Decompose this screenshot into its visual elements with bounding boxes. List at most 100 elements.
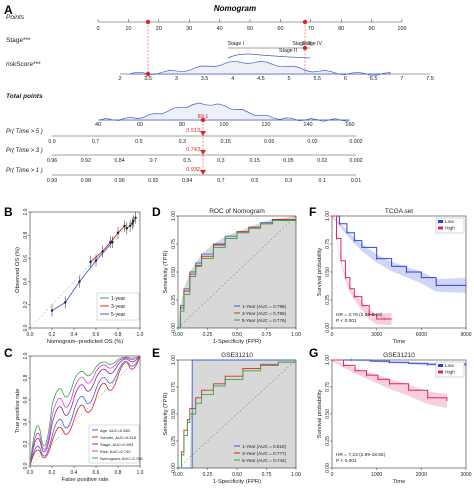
km-annotation: P < 0.001 [336, 318, 357, 324]
calibration-point [131, 222, 134, 225]
x-tick-label: 1000 [371, 472, 382, 478]
prob-tick-label: 0.7 [217, 178, 224, 184]
points-tick-label: 20 [156, 26, 162, 32]
calibration-point [134, 216, 137, 219]
points-tick-label: 90 [369, 26, 375, 32]
stage-density [227, 53, 311, 59]
total-tick-label: 120 [261, 122, 270, 128]
y-tick-label: 0.75 [171, 239, 177, 249]
legend-swatch [438, 370, 443, 374]
legend-label: Nomogram, AUC=0.786 [100, 456, 143, 461]
roc-curve [178, 360, 297, 469]
x-tick-label: 3000 [460, 472, 471, 478]
x-tick-label: 0.4 [71, 332, 78, 338]
prob-tick-label: 0.01 [351, 178, 361, 184]
legend-label: 3-Year (AUC = 0.789) [242, 311, 287, 316]
legend-swatch [438, 220, 443, 223]
x-tick-label: 1.0 [137, 470, 144, 476]
roc-curve [29, 355, 141, 467]
riskscore-density [129, 60, 391, 76]
y-tick-label: 0.6 [23, 255, 29, 262]
stage-label: Stage*** [6, 37, 31, 44]
total-points-label: Total points [6, 93, 43, 100]
prob-tick-label: 0.7 [92, 139, 99, 145]
km-gse-plot: 0 1000 2000 3000 0.00 0.25 0.50 0.75 1.00 Time Sur… [317, 352, 472, 485]
riskscore-tick-label: 5 [288, 76, 291, 82]
y-tick-label: 0.00 [325, 323, 331, 333]
chart-title: ROC of Nomogram [209, 208, 265, 215]
y-tick-label: 0.50 [171, 409, 177, 419]
y-tick-label: 0.0 [23, 324, 29, 331]
riskscore-tick-label: 3.5 [201, 76, 209, 82]
y-tick-label: 0.50 [171, 267, 177, 277]
y-axis-label: Observed OS (%) [15, 247, 21, 293]
legend-label: 3-Year (AUC = 0.777) [242, 451, 287, 456]
y-tick-label: 0.4 [23, 278, 29, 285]
calibration-plot: 0.0 0.2 0.4 0.6 0.8 1.0 0.0 0.2 0.4 0.6 0.8 1.0 Nomo… [15, 208, 144, 345]
legend-label: Low [445, 219, 454, 225]
x-tick-label: 0.2 [49, 470, 56, 476]
riskscore-tick-label: 7.5 [426, 76, 434, 82]
x-tick-label: 0 [331, 472, 334, 478]
prob-tick-label: 0.5 [135, 139, 142, 145]
panel-label-e: E [152, 346, 160, 360]
legend-swatch [438, 364, 443, 367]
prob-tick-label: 0.5 [251, 178, 258, 184]
riskscore-label: riskScore*** [6, 61, 41, 68]
prob-tick-label: 0.15 [250, 158, 260, 164]
points-tick-label: 70 [308, 26, 314, 32]
panel-label-c: C [4, 346, 13, 360]
prob-marked-value: 0.743 [186, 147, 201, 153]
prob-tick-label: 0.02 [307, 139, 317, 145]
ideal-line [29, 211, 141, 329]
x-tick-label: 0.25 [203, 332, 213, 338]
stage-category: Stage III [292, 41, 311, 47]
x-tick-label: 3000 [371, 332, 382, 338]
calibration-point [94, 259, 98, 262]
legend-label: 1-Year (AUC = 0.798) [242, 304, 287, 309]
km-annotation: HR = 3.79 (2.66-5.19) [336, 312, 383, 318]
x-tick-label: 0.8 [115, 332, 122, 338]
prob-tick-label: 0.3 [179, 139, 186, 145]
survival-curve [332, 359, 466, 365]
roc-curve [29, 355, 141, 467]
x-tick-label: 0.75 [262, 472, 272, 478]
calibration-point [89, 260, 92, 264]
y-tick-label: 0.75 [325, 382, 331, 392]
x-tick-label: 0.0 [27, 332, 34, 338]
chart-title: TCGA set [385, 208, 413, 215]
prob-tick-label: 0.9 [48, 139, 55, 145]
calibration-point [50, 309, 54, 312]
prob-tick-label: 0.84 [114, 158, 124, 164]
points-label: Points [6, 14, 25, 21]
x-tick-label: 0.25 [203, 472, 213, 478]
panel-label-a: A [4, 3, 13, 17]
x-tick-label: 1.00 [291, 472, 301, 478]
riskscore-tick-label: 6.5 [370, 76, 378, 82]
nomogram-title: Nomogram [214, 4, 256, 13]
stage-marker [302, 45, 308, 51]
total-tick-label: 160 [345, 122, 354, 128]
riskscore-tick-label: 4.5 [257, 76, 265, 82]
x-tick-label: 0.4 [71, 470, 78, 476]
km-annotation: P < 0.001 [336, 458, 357, 464]
prob-tick-label: 0.5 [183, 158, 190, 164]
y-tick-label: 0.8 [23, 232, 29, 239]
legend-label: 1-Year (AUC = 0.918) [242, 444, 287, 449]
y-tick-label: 1.00 [325, 211, 331, 221]
y-tick-label: 1.0 [23, 352, 29, 359]
roc-curve [178, 216, 297, 329]
x-tick-label: 6000 [416, 332, 427, 338]
risk-marker [145, 71, 151, 77]
points-tick-label: 50 [247, 26, 253, 32]
x-tick-label: 0.6 [93, 470, 100, 476]
series-line-3-year [90, 225, 125, 263]
x-tick-label: 9000 [460, 332, 471, 338]
series-line-1-year [126, 217, 136, 229]
y-tick-label: 0.8 [23, 374, 29, 381]
roc-curve [29, 355, 141, 467]
riskscore-tick-label: 7 [400, 76, 403, 82]
chart-title: GSE31210 [383, 352, 415, 359]
y-tick-label: 1.00 [171, 355, 177, 365]
legend-label: Age, AUC=0.583 [100, 428, 131, 433]
